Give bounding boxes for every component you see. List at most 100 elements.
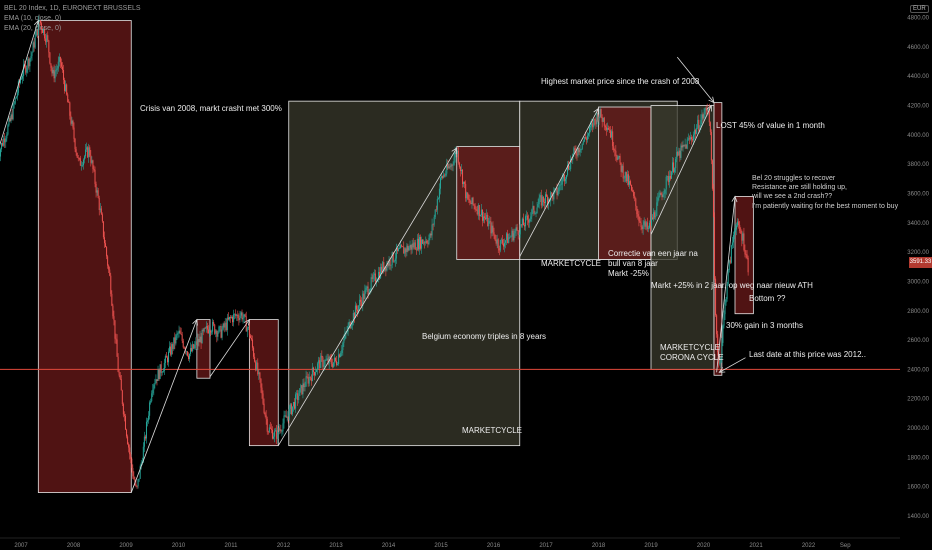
candle-body bbox=[300, 385, 302, 389]
candle-body bbox=[279, 429, 281, 431]
candle-body bbox=[721, 342, 723, 358]
candle-body bbox=[559, 184, 561, 186]
candle-body bbox=[669, 176, 671, 179]
candle-body bbox=[312, 367, 314, 373]
candle-body bbox=[313, 372, 315, 376]
candle-body bbox=[68, 102, 70, 103]
candle-body bbox=[222, 323, 224, 330]
candle-body bbox=[507, 233, 509, 244]
candle-body bbox=[189, 353, 191, 360]
candle-body bbox=[31, 52, 33, 56]
symbol-label[interactable]: BEL 20 Index, 1D, EURONEXT BRUSSELS bbox=[4, 5, 141, 12]
candle-body bbox=[410, 244, 412, 250]
candle-body bbox=[464, 181, 466, 184]
trend-arrows bbox=[0, 19, 746, 493]
candle-body bbox=[646, 222, 648, 229]
x-tick-label: 2011 bbox=[225, 543, 239, 549]
candle-body bbox=[338, 354, 340, 365]
candle-body bbox=[22, 75, 24, 79]
candle-body bbox=[259, 372, 261, 379]
candle-body bbox=[735, 229, 737, 231]
box-crisis-2008 bbox=[37, 20, 132, 493]
candle-body bbox=[408, 247, 410, 251]
candle-body bbox=[93, 168, 95, 170]
candle-body bbox=[297, 393, 299, 401]
candle-body bbox=[494, 234, 496, 241]
candle-body bbox=[161, 372, 163, 373]
candle-body bbox=[453, 157, 455, 165]
candle-body bbox=[500, 239, 502, 241]
candle-body bbox=[337, 364, 339, 365]
candle-body bbox=[628, 181, 630, 185]
candle-body bbox=[479, 215, 481, 217]
candle-body bbox=[275, 430, 277, 432]
candle-body bbox=[163, 363, 165, 371]
candle-body bbox=[465, 183, 467, 199]
candle-body bbox=[44, 29, 46, 39]
ema20-label[interactable]: EMA (20, close, 0) bbox=[4, 25, 62, 32]
candle-body bbox=[236, 314, 238, 317]
candle-body bbox=[367, 286, 369, 295]
candle-body bbox=[174, 337, 176, 344]
candle-body bbox=[106, 246, 108, 257]
candle-body bbox=[738, 221, 740, 226]
candle-body bbox=[514, 230, 516, 234]
candle-body bbox=[595, 120, 597, 125]
candle-body bbox=[256, 362, 258, 370]
candle-body bbox=[682, 144, 684, 148]
x-tick-label: 2014 bbox=[382, 543, 396, 549]
candle-body bbox=[370, 277, 372, 289]
candle-body bbox=[211, 331, 213, 333]
candle-body bbox=[79, 158, 81, 166]
candle-body bbox=[688, 138, 690, 140]
candle-body bbox=[654, 212, 656, 218]
candle-body bbox=[652, 217, 654, 220]
candle-body bbox=[480, 209, 482, 216]
candle-body bbox=[435, 209, 437, 211]
candle-body bbox=[318, 360, 320, 364]
candle-body bbox=[685, 144, 687, 149]
trend-arrow-line bbox=[719, 357, 746, 373]
currency-badge[interactable]: EUR bbox=[910, 5, 929, 13]
candle-body bbox=[42, 29, 44, 33]
candle-body bbox=[412, 243, 414, 248]
x-tick-label: 2022 bbox=[802, 543, 816, 549]
y-axis-background bbox=[900, 0, 932, 538]
candle-body bbox=[117, 356, 119, 372]
candle-body bbox=[648, 222, 650, 228]
candle-body bbox=[670, 171, 672, 179]
candle-body bbox=[726, 284, 728, 299]
candle-body bbox=[76, 152, 78, 158]
candle-body bbox=[137, 479, 139, 487]
candle-body bbox=[665, 176, 667, 190]
candle-body bbox=[21, 78, 23, 80]
annotation-marketcycle-2: MARKETCYCLE bbox=[541, 259, 602, 268]
trend-arrow-line bbox=[650, 105, 712, 235]
trend-arrow-line bbox=[676, 56, 715, 103]
candle-body bbox=[565, 175, 567, 179]
candle-body bbox=[27, 58, 29, 68]
candle-body bbox=[609, 129, 611, 131]
candle-body bbox=[343, 338, 345, 343]
y-tick-label: 4800.00 bbox=[907, 16, 929, 22]
candle-body bbox=[563, 174, 565, 182]
candle-body bbox=[441, 176, 443, 179]
candle-body bbox=[485, 217, 487, 220]
candle-body bbox=[498, 248, 500, 251]
candle-body bbox=[213, 321, 215, 325]
candle-body bbox=[59, 57, 61, 63]
candle-body bbox=[127, 436, 129, 445]
candle-body bbox=[450, 164, 452, 168]
annotation-lost-45: LOST 45% of value in 1 month bbox=[716, 121, 825, 130]
ema10-label[interactable]: EMA (10, close, 0) bbox=[4, 15, 62, 22]
candle-body bbox=[241, 312, 243, 320]
candle-body bbox=[58, 57, 60, 62]
candle-body bbox=[288, 408, 290, 420]
candle-body bbox=[620, 162, 622, 172]
trend-arrow-head bbox=[731, 195, 738, 203]
candle-body bbox=[679, 150, 681, 158]
candle-body bbox=[575, 150, 577, 155]
candle-body bbox=[687, 138, 689, 140]
candle-body bbox=[599, 109, 601, 117]
